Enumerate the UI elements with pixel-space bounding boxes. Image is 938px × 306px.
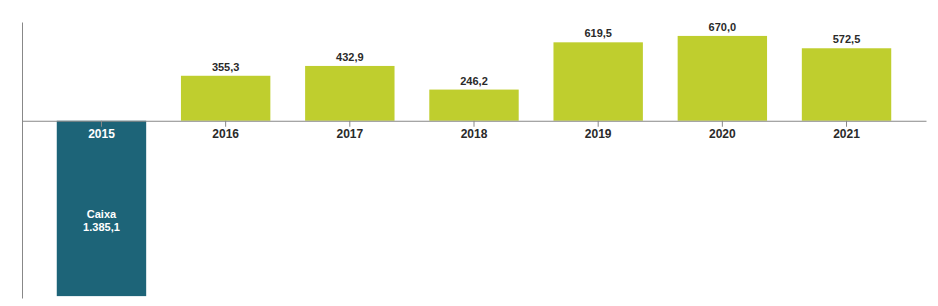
x-tick-label: 2018	[461, 127, 488, 141]
x-tick-mark	[474, 121, 475, 127]
x-tick: 2015	[88, 121, 115, 142]
x-tick: 2016	[212, 121, 239, 142]
data-label: 355,3	[212, 61, 240, 73]
bars	[57, 36, 891, 296]
x-tick-mark	[598, 121, 599, 127]
x-tick: 2020	[709, 121, 736, 142]
plot: 2015201620172018201920202021Caixa1.385,1…	[23, 21, 927, 299]
x-tick-label: 2020	[709, 127, 736, 141]
data-label: 670,0	[709, 21, 737, 33]
data-label: Caixa1.385,1	[83, 208, 120, 233]
bar	[802, 48, 891, 120]
x-tick-mark	[349, 121, 350, 127]
x-tick-mark	[101, 121, 102, 127]
x-tick-label: 2017	[336, 127, 363, 141]
bar	[181, 76, 270, 121]
x-tick-label: 2019	[585, 127, 612, 141]
bar	[57, 121, 146, 296]
data-label: 246,2	[460, 75, 488, 87]
x-tick-mark	[846, 121, 847, 127]
data-labels: Caixa1.385,1 355,3 432,9 246,2 619,5 670,0 572…	[83, 21, 860, 233]
chart: 2015201620172018201920202021Caixa1.385,1…	[0, 0, 938, 306]
x-tick-mark	[722, 121, 723, 127]
x-tick: 2017	[336, 121, 363, 142]
bar	[429, 90, 518, 121]
bar	[553, 42, 642, 120]
bar	[305, 66, 394, 121]
bar	[678, 36, 767, 121]
x-tick-mark	[225, 121, 226, 127]
x-tick: 2021	[833, 121, 860, 142]
data-label: 572,5	[833, 33, 861, 45]
x-tick-label: 2015	[88, 127, 115, 141]
x-tick: 2019	[585, 121, 612, 142]
x-tick-label: 2021	[833, 127, 860, 141]
x-tick: 2018	[461, 121, 488, 142]
y-axis-line	[22, 23, 23, 299]
x-axis: 2015 2016 2017 2018 2019 2020 2021	[23, 121, 927, 142]
data-label: 432,9	[336, 51, 364, 63]
x-tick-label: 2016	[212, 127, 239, 141]
y-axis	[22, 23, 23, 299]
data-label: 619,5	[584, 27, 612, 39]
